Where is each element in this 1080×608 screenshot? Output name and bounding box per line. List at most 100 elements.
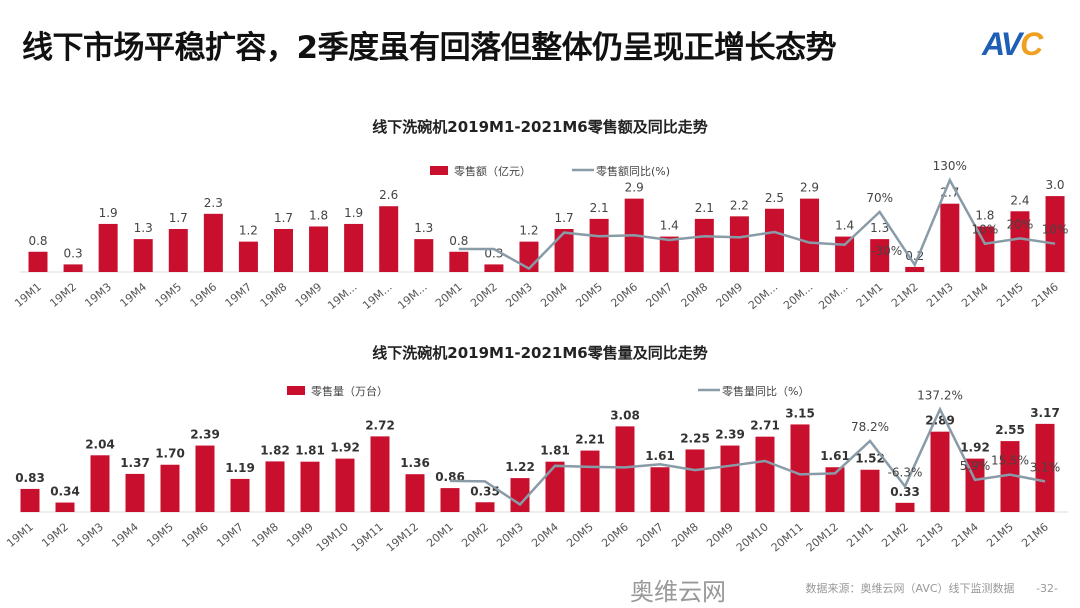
bar-19M3: [98, 223, 118, 272]
legend-bar-label: 零售额（亿元）: [454, 164, 531, 178]
bar-19M7: [230, 478, 250, 512]
footer: 数据来源：奥维云网（AVC）线下监测数据 -32-: [806, 580, 1058, 596]
page-title: 线下市场平稳扩容，2季度虽有回落但整体仍呈现正增长态势: [22, 30, 837, 66]
bar-label: 1.92: [960, 441, 990, 455]
bar-19M3: [90, 455, 110, 512]
bar-label: 0.34: [50, 485, 80, 499]
x-tick-label: 20M9: [714, 280, 746, 310]
x-tick-label: 20M3: [503, 280, 535, 310]
watermark-logo: 奥维云网: [630, 578, 726, 606]
x-tick-label: 20M5: [564, 520, 596, 550]
bar-label: 2.4: [1010, 193, 1029, 207]
bar-19M...: [344, 223, 364, 272]
x-tick-label: 21M1: [854, 280, 886, 310]
bar-label: 2.5: [765, 191, 784, 205]
x-tick-label: 19M...: [395, 280, 429, 312]
x-tick-label: 20M...: [746, 280, 780, 312]
bar-21M3: [940, 203, 960, 272]
x-tick-label: 21M2: [889, 280, 921, 310]
page-number: -32-: [1036, 582, 1058, 595]
x-tick-label: 21M2: [879, 520, 911, 550]
bar-label: 1.2: [239, 224, 258, 238]
bar-21M2: [895, 502, 915, 512]
bar-20M4: [554, 228, 574, 272]
x-tick-label: 19M8: [258, 280, 290, 310]
bar-label: 3.0: [1045, 178, 1064, 192]
x-tick-label: 21M5: [984, 520, 1016, 550]
bar-19M9: [309, 226, 329, 272]
x-tick-label: 19M...: [360, 280, 394, 312]
x-tick-label: 20M6: [599, 520, 631, 550]
x-tick-label: 19M7: [223, 280, 255, 310]
x-tick-label: 19M10: [314, 520, 351, 554]
x-tick-label: 20M5: [573, 280, 605, 310]
x-tick-label: 21M3: [914, 520, 946, 550]
bar-21M1: [870, 239, 890, 272]
x-tick-label: 19M2: [47, 280, 79, 310]
x-tick-label: 20M12: [804, 520, 841, 554]
bar-19M...: [379, 206, 399, 272]
legend-line-label: 零售额同比(%): [596, 164, 670, 178]
x-tick-label: 19M6: [179, 520, 211, 550]
x-tick-label: 20M4: [529, 520, 561, 550]
x-tick-label: 21M4: [959, 280, 991, 310]
bar-19M2: [63, 264, 83, 272]
bar-21M2: [905, 266, 925, 272]
bar-19M5: [168, 228, 188, 272]
bar-label: 1.92: [330, 441, 360, 455]
bar-label: 1.3: [870, 221, 889, 235]
x-tick-label: 20M9: [704, 520, 736, 550]
chart-sales-volume: 0.83 19M1 0.34 19M2 2.04 19M3 1.37 19M4 1.70 19M5…: [4, 388, 1068, 554]
yoy-line: [458, 177, 1056, 271]
bar-19M8: [273, 228, 293, 272]
bar-label: 2.1: [590, 201, 609, 215]
bar-label: 1.4: [660, 219, 679, 233]
bar-label: 1.9: [99, 206, 118, 220]
bar-label: 1.70: [155, 447, 185, 461]
yoy-label: 15.5%: [991, 454, 1029, 468]
bar-label: 0.35: [470, 484, 500, 498]
bar-20M2: [475, 502, 495, 512]
yoy-label: 10%: [972, 223, 999, 237]
x-tick-label: 20M...: [816, 280, 850, 312]
data-source: 数据来源：奥维云网（AVC）线下监测数据: [805, 582, 1015, 595]
x-tick-label: 19M1: [4, 520, 36, 550]
x-tick-label: 19M5: [152, 280, 184, 310]
bar-label: 2.04: [85, 437, 115, 451]
bar-label: 3.17: [1030, 406, 1060, 420]
yoy-label: 5.9%: [960, 459, 991, 473]
legend-bar-swatch: [430, 166, 448, 175]
x-tick-label: 20M1: [424, 520, 456, 550]
bar-21M1: [860, 469, 880, 512]
bar-label: 0.8: [449, 234, 468, 248]
bar-20M9: [729, 216, 749, 272]
bar-label: 1.2: [519, 224, 538, 238]
x-tick-label: 19M6: [188, 280, 220, 310]
x-tick-label: 21M1: [844, 520, 876, 550]
x-tick-label: 20M3: [494, 520, 526, 550]
bar-19M4: [133, 239, 153, 272]
bar-20M12: [825, 467, 845, 512]
x-tick-label: 20M8: [679, 280, 711, 310]
x-tick-label: 20M7: [643, 280, 675, 310]
chart-title-sales: 线下洗碗机2019M1-2021M6零售额及同比走势: [372, 118, 707, 136]
bar-20M10: [755, 436, 775, 512]
x-tick-label: 19M7: [214, 520, 246, 550]
bar-label: 1.8: [309, 208, 328, 222]
bar-20M3: [510, 478, 530, 512]
bar-20M...: [800, 198, 820, 272]
bar-20M...: [835, 236, 855, 272]
x-tick-label: 19M4: [117, 280, 149, 310]
bar-label: 1.81: [540, 444, 570, 458]
bar-label: 0.83: [15, 471, 45, 485]
x-tick-label: 20M8: [669, 520, 701, 550]
bar-label: 2.3: [204, 196, 223, 210]
x-tick-label: 19M8: [249, 520, 281, 550]
bar-20M5: [580, 450, 600, 512]
x-tick-label: 19M3: [82, 280, 114, 310]
yoy-label: 137.2%: [917, 388, 963, 402]
bar-20M11: [790, 424, 810, 512]
bar-21M5: [1010, 211, 1030, 272]
bar-label: 1.7: [555, 211, 574, 225]
x-tick-label: 19M2: [39, 520, 71, 550]
